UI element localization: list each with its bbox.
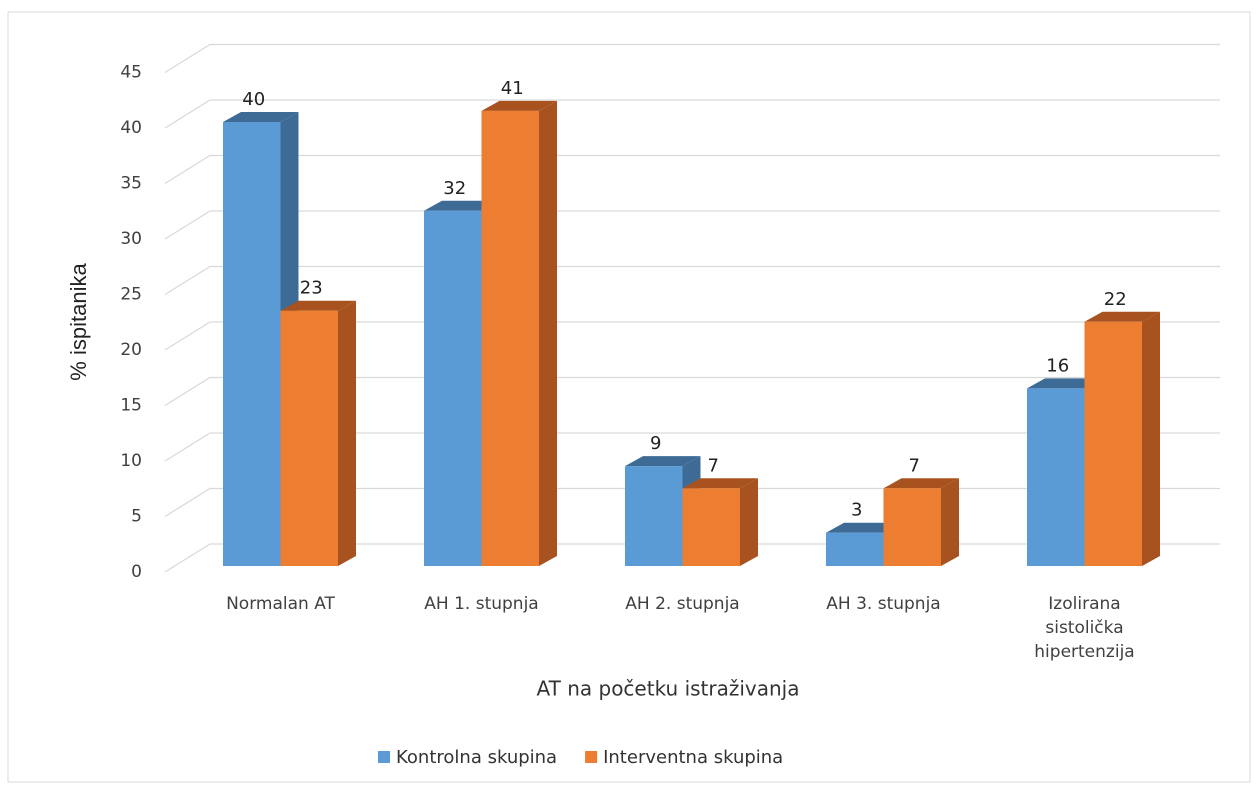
bar-side [539, 100, 557, 567]
legend-swatch [585, 751, 598, 763]
data-label: 16 [1046, 355, 1069, 376]
grid-line [164, 43, 1220, 74]
bar-top [280, 300, 356, 311]
bar [826, 532, 884, 566]
y-tick-label: 25 [120, 285, 142, 305]
bar [481, 110, 539, 567]
data-label: 7 [909, 455, 920, 476]
y-tick-label: 0 [131, 562, 142, 582]
bar [280, 310, 338, 566]
y-tick-label: 40 [120, 118, 142, 138]
x-axis-title: AT na početku istraživanja [537, 677, 800, 701]
y-tick-label: 10 [120, 451, 142, 471]
data-label: 41 [501, 78, 524, 99]
x-tick-label: AH 1. stupnja [424, 594, 539, 614]
x-tick-label: Normalan AT [226, 594, 335, 614]
x-tick-label: Izolirana sistolička hipertenzija [1034, 594, 1135, 662]
y-tick-label: 5 [131, 507, 142, 527]
grid-line [164, 265, 1220, 296]
data-label: 32 [443, 178, 466, 199]
bar-top [223, 112, 299, 122]
bar-top [1027, 378, 1103, 389]
bar-top [625, 456, 701, 467]
bar [424, 210, 482, 567]
data-label: 22 [1104, 289, 1127, 310]
bar [223, 122, 281, 566]
y-axis-title: % ispitanika [66, 263, 91, 381]
legend-label: Kontrolna skupina [396, 747, 557, 768]
bar [1027, 388, 1085, 566]
chart-frame [7, 11, 1251, 783]
y-tick-label: 45 [120, 63, 142, 83]
bar [625, 466, 683, 566]
bar-top [682, 478, 758, 489]
data-label: 3 [851, 500, 862, 521]
grid-line [164, 154, 1220, 185]
bar-top [481, 100, 557, 111]
y-tick-label: 35 [120, 174, 142, 194]
bar [1084, 321, 1142, 566]
grid-line [164, 376, 1220, 407]
bar-side [740, 478, 758, 566]
data-label: 7 [708, 455, 719, 476]
grid-line [164, 487, 1220, 518]
bar [682, 488, 740, 566]
y-tick-label: 30 [120, 229, 142, 249]
y-tick-label: 20 [120, 340, 142, 360]
bar-side [338, 300, 356, 566]
bar [883, 488, 941, 566]
bar-side [1142, 311, 1160, 566]
grid-line [164, 321, 1220, 351]
data-label: 23 [300, 278, 323, 299]
data-label: 9 [650, 433, 661, 454]
legend-label: Interventna skupina [603, 747, 783, 768]
grid-line [164, 432, 1220, 462]
data-label: 40 [242, 89, 265, 110]
x-tick-label: AH 2. stupnja [625, 594, 740, 614]
legend-swatch [378, 751, 390, 763]
grid-line [164, 210, 1220, 240]
y-tick-label: 15 [120, 396, 142, 416]
grid-line [164, 99, 1220, 129]
bar-top [424, 200, 500, 211]
bar-top [1084, 311, 1160, 322]
bar-side [941, 478, 959, 566]
bar-top [883, 478, 959, 489]
x-tick-label: AH 3. stupnja [826, 594, 941, 614]
bar-top [826, 522, 902, 533]
